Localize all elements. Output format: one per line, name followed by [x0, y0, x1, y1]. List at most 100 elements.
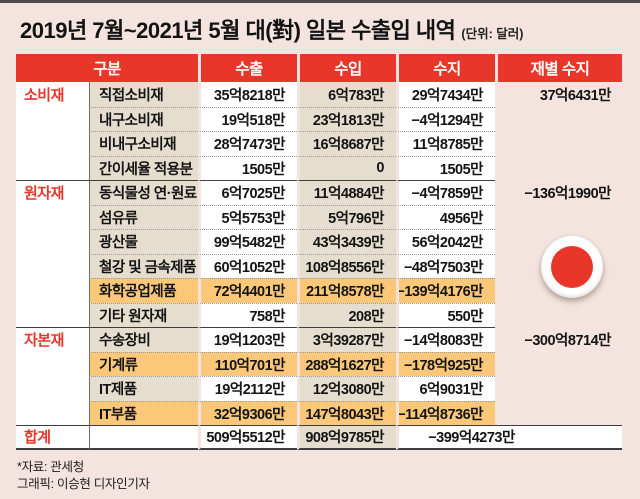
group-balance-cell: −136억1990만: [495, 180, 622, 205]
import-cell: 288억1627만: [297, 351, 396, 376]
export-cell: 32억9306만: [198, 400, 297, 425]
group-balance-cell: [495, 106, 622, 131]
balance-cell: 29억7434만: [396, 82, 495, 107]
page-title: 2019년 7월~2021년 5월 대(對) 일본 수출입 내역: [20, 18, 456, 43]
header-import: 수입: [297, 54, 396, 82]
group-balance-cell: [495, 229, 622, 254]
item-cell: 섬유류: [89, 204, 198, 229]
group-balance-cell: [495, 155, 622, 180]
import-cell: 3억39287만: [297, 327, 396, 352]
item-cell: 직접소비재: [89, 82, 198, 107]
import-cell: 12억3080만: [297, 376, 396, 401]
trade-table: 구분 수출 수입 수지 재별 수지 소비재 직접소비재 35억8218만 6억783만…: [16, 54, 622, 450]
item-cell: 화학공업제품: [89, 278, 198, 303]
balance-cell: −14억8083만: [396, 327, 495, 352]
balance-cell: 6억9031만: [396, 376, 495, 401]
export-cell: 1505만: [198, 155, 297, 180]
import-cell: 108억8556만: [297, 253, 396, 278]
export-cell: 72억4401만: [198, 278, 297, 303]
import-cell: 16억8687만: [297, 131, 396, 156]
import-cell: 5억796만: [297, 204, 396, 229]
group-balance-cell: [495, 253, 622, 278]
source-note: *자료: 관세청: [17, 459, 84, 474]
group-balance-cell: [495, 278, 622, 303]
import-cell: 23억1813만: [297, 106, 396, 131]
export-cell: 19억518만: [198, 106, 297, 131]
balance-cell: 1505만: [396, 155, 495, 180]
balance-cell: −4억7859만: [396, 180, 495, 205]
group-label-cell: [16, 253, 89, 278]
export-cell: 28억7473만: [198, 131, 297, 156]
export-cell: 19억1203만: [198, 327, 297, 352]
export-cell: 35억8218만: [198, 82, 297, 107]
group-label-cell: [16, 204, 89, 229]
credit-note: 그래픽: 이승현 디자인기자: [17, 477, 150, 491]
header-group-balance: 재별 수지: [495, 54, 622, 82]
item-cell: IT부품: [89, 400, 198, 425]
total-label-cell: 합계: [16, 425, 89, 450]
import-cell: 147억8043만: [297, 400, 396, 425]
group-balance-cell: [495, 400, 622, 425]
unit-note: (단위: 달러): [461, 27, 524, 41]
group-balance-cell: [495, 302, 622, 327]
import-cell: 211억8578만: [297, 278, 396, 303]
item-cell: 광산물: [89, 229, 198, 254]
item-cell: 동식물성 연·원료: [89, 180, 198, 205]
export-cell: 99억5482만: [198, 229, 297, 254]
item-cell: 기계류: [89, 351, 198, 376]
group-label-cell: [16, 229, 89, 254]
group-balance-cell: [495, 131, 622, 156]
export-cell: 5억5753만: [198, 204, 297, 229]
total-item-cell: [89, 425, 198, 450]
group-label-cell: [16, 351, 89, 376]
group-label-cell: [16, 376, 89, 401]
item-cell: 간이세율 적용분: [89, 155, 198, 180]
balance-cell: −114억8736만: [396, 400, 495, 425]
header-export: 수출: [198, 54, 297, 82]
footer: *자료: 관세청 그래픽: 이승현 디자인기자: [17, 459, 640, 494]
balance-cell: −4억1294만: [396, 106, 495, 131]
balance-cell: −139억4176만: [396, 278, 495, 303]
group-label-cell: [16, 302, 89, 327]
export-cell: 60억1052만: [198, 253, 297, 278]
group-balance-cell: −300억8714만: [495, 327, 622, 352]
item-cell: 기타 원자재: [89, 302, 198, 327]
total-balance-cell: −399억4273만: [396, 425, 622, 450]
group-balance-cell: [495, 376, 622, 401]
group-label-cell: [16, 278, 89, 303]
balance-cell: 11억8785만: [396, 131, 495, 156]
item-cell: 수송장비: [89, 327, 198, 352]
balance-cell: −48억7503만: [396, 253, 495, 278]
title-row: 2019년 7월~2021년 5월 대(對) 일본 수출입 내역 (단위: 달러): [0, 3, 640, 54]
japan-flag-dot: [551, 246, 593, 288]
balance-cell: 56억2042만: [396, 229, 495, 254]
import-cell: 11억4884만: [297, 180, 396, 205]
export-cell: 6억7025만: [198, 180, 297, 205]
item-cell: 내구소비재: [89, 106, 198, 131]
group-label-cell: [16, 155, 89, 180]
top-border: [0, 0, 640, 3]
group-label-cell: 자본재: [16, 327, 89, 352]
item-cell: IT제품: [89, 376, 198, 401]
export-cell: 19억2112만: [198, 376, 297, 401]
balance-cell: 4956만: [396, 204, 495, 229]
total-export-cell: 509억5512만: [198, 425, 297, 450]
group-label-cell: [16, 400, 89, 425]
total-import-cell: 908억9785만: [297, 425, 396, 450]
balance-cell: 550만: [396, 302, 495, 327]
header-balance: 수지: [396, 54, 495, 82]
import-cell: 6억783만: [297, 82, 396, 107]
header-category: 구분: [16, 54, 198, 82]
group-balance-cell: [495, 204, 622, 229]
table-body: 소비재 직접소비재 35억8218만 6억783만 29억7434만 37억6431만 내구…: [16, 82, 622, 450]
group-balance-cell: 37억6431만: [495, 82, 622, 107]
import-cell: 0: [297, 155, 396, 180]
item-cell: 철강 및 금속제품: [89, 253, 198, 278]
import-cell: 208만: [297, 302, 396, 327]
export-cell: 758만: [198, 302, 297, 327]
group-label-cell: 원자재: [16, 180, 89, 205]
item-cell: 비내구소비재: [89, 131, 198, 156]
import-cell: 43억3439만: [297, 229, 396, 254]
table-header-row: 구분 수출 수입 수지 재별 수지: [16, 54, 622, 82]
